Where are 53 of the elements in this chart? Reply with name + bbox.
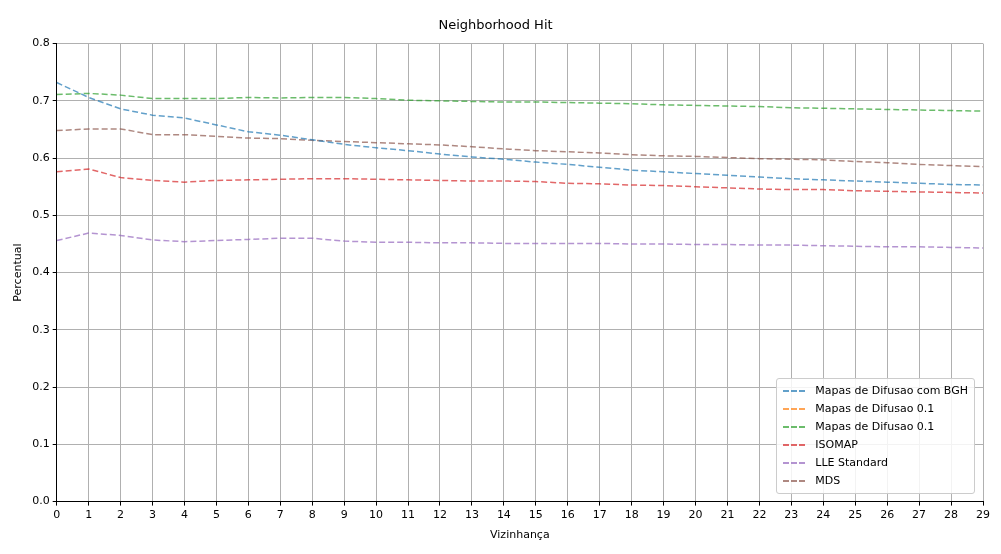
x-tick-label: 27: [912, 508, 927, 522]
legend-label: Mapas de Difusao 0.1: [815, 402, 935, 416]
x-tick-label: 4: [180, 508, 188, 522]
x-tick-label: 19: [656, 508, 671, 522]
x-tick-label: 10: [369, 508, 384, 522]
x-tick-label: 7: [276, 508, 284, 522]
x-tick-label: 1: [85, 508, 93, 522]
x-tick-label: 8: [308, 508, 316, 522]
x-tick-label: 14: [496, 508, 511, 522]
y-tick-label: 0.5: [32, 208, 50, 222]
x-tick-label: 0: [53, 508, 61, 522]
y-tick-label: 0.4: [32, 265, 50, 279]
legend-label: ISOMAP: [815, 438, 858, 452]
x-tick-label: 25: [848, 508, 863, 522]
x-tick-label: 6: [244, 508, 252, 522]
legend-label: Mapas de Difusao com BGH: [815, 384, 968, 398]
x-tick-label: 26: [880, 508, 895, 522]
x-tick-label: 17: [592, 508, 607, 522]
x-tick-label: 5: [212, 508, 220, 522]
x-tick-label: 16: [560, 508, 575, 522]
legend-label: MDS: [815, 474, 841, 488]
legend-label: LLE Standard: [815, 456, 889, 470]
legend-label: Mapas de Difusao 0.1: [815, 420, 935, 434]
x-tick-label: 15: [528, 508, 543, 522]
line-series: [56, 168, 983, 194]
x-axis-title: Vizinhança: [490, 528, 550, 542]
y-tick-label: 0.7: [32, 93, 50, 107]
y-tick-label: 0.2: [32, 379, 50, 393]
x-tick-label: 12: [432, 508, 447, 522]
x-tick-label: 20: [688, 508, 703, 522]
y-tick-label: 0.3: [32, 322, 50, 336]
x-tick-label: 13: [464, 508, 479, 522]
x-tick-label: 2: [117, 508, 125, 522]
y-tick-label: 0.0: [32, 494, 50, 508]
x-tick-label: 9: [340, 508, 348, 522]
y-axis-title: Percentual: [11, 243, 25, 302]
y-tick-label: 0.6: [32, 150, 50, 164]
x-tick-label: 21: [720, 508, 735, 522]
x-tick-label: 11: [401, 508, 416, 522]
chart-title: Neighborhood Hit: [438, 17, 553, 33]
x-tick-label: 24: [816, 508, 831, 522]
x-tick-label: 23: [784, 508, 799, 522]
y-tick-label: 0.8: [32, 36, 50, 50]
line-series: [56, 92, 983, 112]
x-tick-label: 22: [752, 508, 767, 522]
y-tick-label: 0.1: [32, 437, 50, 451]
line-series: [56, 232, 983, 249]
x-tick-label: 3: [149, 508, 157, 522]
line-series: [56, 81, 983, 186]
x-tick-label: 29: [976, 508, 990, 522]
x-tick-label: 28: [944, 508, 959, 522]
line-series: [56, 128, 983, 168]
x-tick-label: 18: [624, 508, 639, 522]
